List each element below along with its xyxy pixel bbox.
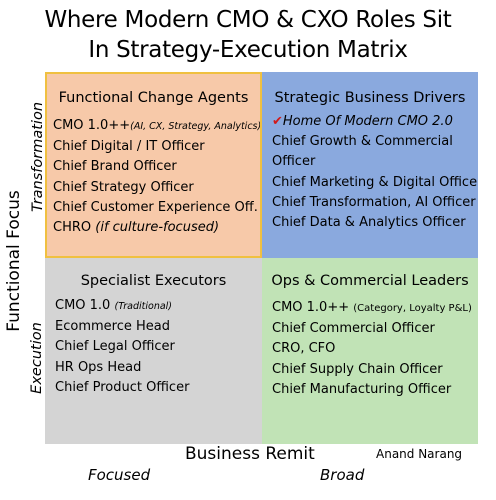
x-axis-label: Business Remit — [185, 444, 315, 464]
role-item: Chief Data & Analytics Officer — [272, 215, 466, 231]
quadrant-heading: Ops & Commercial Leaders — [271, 273, 469, 289]
role-item: Chief Supply Chain Officer — [272, 361, 443, 377]
role-item: CMO 1.0 (Traditional) — [55, 298, 173, 313]
role-item: CRO, CFO — [272, 341, 336, 357]
title-line-1: Where Modern CMO & CXO Roles Sit — [44, 7, 452, 33]
role-item: CMO 1.0++(AI, CX, Strategy, Analytics) — [53, 118, 262, 133]
role-list: CMO 1.0 (Traditional) Ecommerce Head Chi… — [55, 296, 189, 398]
title-line-2: In Strategy-Execution Matrix — [88, 37, 408, 63]
role-item: Chief Transformation, AI Officer — [272, 194, 476, 210]
checkmark-icon: ✔ — [272, 114, 283, 129]
column-label-broad: Broad — [320, 466, 365, 484]
role-item: Chief Customer Experience Off. — [53, 199, 258, 215]
y-axis-label: Functional Focus — [4, 190, 24, 332]
role-item: Chief Product Officer — [55, 379, 190, 395]
role-item: Chief Legal Officer — [55, 339, 175, 355]
role-item: Chief Manufacturing Officer — [272, 381, 452, 397]
quadrant-functional-change-agents: Functional Change Agents CMO 1.0++(AI, C… — [45, 72, 262, 258]
row-label-execution: Execution — [29, 322, 45, 394]
role-item: CHRO (if culture-focused) — [53, 220, 220, 236]
role-item: Chief Brand Officer — [53, 159, 177, 175]
role-list: ✔Home Of Modern CMO 2.0 Chief Growth & C… — [272, 112, 478, 233]
quadrant-heading: Strategic Business Drivers — [274, 90, 466, 106]
role-item: Chief Marketing & Digital Officer — [272, 174, 478, 190]
quadrant-heading: Functional Change Agents — [58, 90, 249, 106]
column-label-focused: Focused — [88, 466, 151, 484]
role-item: Chief Growth & Commercial Officer — [272, 134, 453, 170]
role-item: HR Ops Head — [55, 359, 142, 375]
role-item: CMO 1.0++ (Category, Loyalty P&L) — [272, 300, 472, 315]
strategy-execution-matrix: Functional Change Agents CMO 1.0++(AI, C… — [45, 72, 478, 444]
role-item: Chief Commercial Officer — [272, 321, 435, 337]
quadrant-heading: Specialist Executors — [80, 273, 227, 289]
row-label-transformation: Transformation — [30, 101, 46, 213]
quadrant-specialist-executors: Specialist Executors CMO 1.0 (Traditiona… — [45, 258, 262, 444]
quadrant-strategic-business-drivers: Strategic Business Drivers ✔Home Of Mode… — [262, 72, 478, 258]
role-item: Chief Strategy Officer — [53, 179, 194, 195]
role-item: Ecommerce Head — [55, 319, 170, 335]
quadrant-ops-commercial-leaders: Ops & Commercial Leaders CMO 1.0++ (Cate… — [262, 258, 478, 444]
author-credit: Anand Narang — [376, 447, 463, 461]
role-list: CMO 1.0++(AI, CX, Strategy, Analytics) C… — [53, 116, 262, 238]
role-item-highlight: ✔Home Of Modern CMO 2.0 — [272, 114, 453, 129]
role-item: Chief Digital / IT Officer — [53, 139, 205, 155]
role-list: CMO 1.0++ (Category, Loyalty P&L) Chief … — [272, 298, 472, 400]
